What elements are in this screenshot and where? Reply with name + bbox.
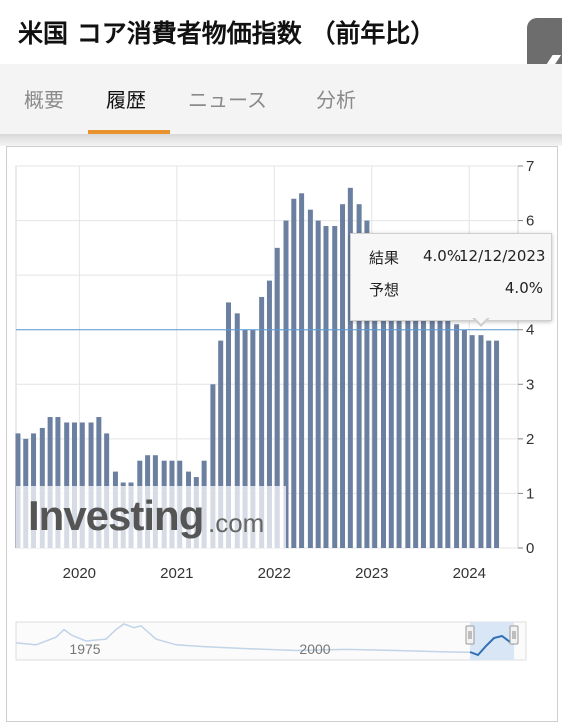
bar[interactable] bbox=[437, 307, 443, 548]
data-tooltip: 結果 4.0% 12/12/2023 予想 4.0% bbox=[350, 233, 552, 321]
x-tick-label: 2020 bbox=[63, 565, 96, 582]
y-tick-label: 7 bbox=[526, 158, 534, 175]
bar[interactable] bbox=[332, 226, 338, 548]
bar[interactable] bbox=[429, 291, 435, 548]
y-tick-label: 2 bbox=[526, 431, 534, 448]
bar[interactable] bbox=[380, 242, 386, 548]
bar[interactable] bbox=[396, 258, 402, 548]
tooltip-forecast-label: 予想 bbox=[369, 281, 400, 299]
page-title: 米国 コア消費者物価指数 （前年比） bbox=[18, 19, 436, 48]
bar[interactable] bbox=[356, 204, 362, 548]
watermark-suffix: .com bbox=[208, 508, 265, 538]
bar[interactable] bbox=[388, 247, 394, 548]
navigator-background bbox=[15, 621, 527, 661]
bar[interactable] bbox=[79, 422, 85, 548]
bar[interactable] bbox=[469, 335, 475, 548]
bar[interactable] bbox=[96, 417, 102, 548]
watermark-brand: Investing bbox=[28, 492, 204, 539]
tab-history[interactable]: 履歴 bbox=[106, 88, 146, 112]
x-tick-label: 2022 bbox=[258, 565, 291, 582]
tooltip-pointer-inner bbox=[474, 317, 488, 324]
bar[interactable] bbox=[266, 280, 272, 548]
x-axis-ticks: 2020 2021 2022 2023 2024 bbox=[63, 565, 486, 582]
bar[interactable] bbox=[88, 422, 94, 548]
bar[interactable] bbox=[461, 329, 467, 548]
bar[interactable] bbox=[454, 324, 460, 548]
bar[interactable] bbox=[234, 313, 240, 548]
bar[interactable] bbox=[413, 247, 419, 548]
bar[interactable] bbox=[291, 198, 297, 548]
bar[interactable] bbox=[420, 286, 426, 548]
bar[interactable] bbox=[250, 329, 256, 548]
y-axis-ticks: 01234567 bbox=[518, 158, 534, 557]
bar[interactable] bbox=[364, 220, 370, 549]
tab-analysis[interactable]: 分析 bbox=[316, 88, 356, 112]
bar[interactable] bbox=[259, 296, 265, 548]
bar[interactable] bbox=[210, 384, 216, 548]
bar[interactable] bbox=[47, 417, 53, 548]
bar[interactable] bbox=[478, 335, 484, 548]
active-tab-indicator bbox=[88, 130, 170, 134]
bar[interactable] bbox=[323, 226, 329, 548]
investing-watermark: Investing .com bbox=[16, 486, 286, 548]
x-tick-label: 2023 bbox=[355, 565, 388, 582]
bar[interactable] bbox=[405, 242, 411, 548]
bar[interactable] bbox=[486, 340, 492, 548]
navigator-year-label: 2000 bbox=[299, 641, 330, 657]
navigator-right-handle[interactable] bbox=[509, 625, 519, 645]
navigator-year-label: 1975 bbox=[69, 641, 100, 657]
bar[interactable] bbox=[340, 204, 346, 548]
y-tick-label: 4 bbox=[526, 322, 534, 339]
bar[interactable] bbox=[55, 417, 61, 548]
bar[interactable] bbox=[347, 187, 353, 549]
tooltip-actual-value: 4.0% bbox=[423, 247, 462, 265]
navigator-left-handle[interactable] bbox=[465, 625, 475, 645]
tooltip-forecast-value: 4.0% bbox=[504, 279, 543, 297]
tab-bar: 概要 履歴 ニュース 分析 bbox=[0, 64, 562, 134]
bar[interactable] bbox=[372, 236, 378, 548]
y-tick-label: 0 bbox=[526, 540, 534, 557]
bar[interactable] bbox=[299, 193, 305, 549]
bar[interactable] bbox=[283, 220, 289, 549]
tabs-shadow bbox=[0, 134, 562, 146]
bar[interactable] bbox=[307, 209, 313, 548]
bar[interactable] bbox=[494, 340, 500, 548]
tooltip-date: 12/12/2023 bbox=[459, 247, 546, 265]
tooltip-actual-label: 結果 bbox=[369, 249, 400, 267]
bar[interactable] bbox=[218, 340, 224, 548]
y-tick-label: 3 bbox=[526, 376, 534, 393]
bar[interactable] bbox=[64, 422, 70, 548]
tab-news[interactable]: ニュース bbox=[188, 88, 267, 112]
bar[interactable] bbox=[274, 247, 280, 548]
x-tick-label: 2021 bbox=[160, 565, 193, 582]
bar[interactable] bbox=[242, 329, 248, 548]
y-tick-label: 1 bbox=[526, 485, 534, 502]
x-tick-label: 2024 bbox=[453, 565, 486, 582]
y-tick-label: 6 bbox=[526, 213, 534, 230]
range-navigator[interactable]: 1975 2000 bbox=[15, 621, 527, 661]
bar[interactable] bbox=[225, 302, 231, 548]
bar[interactable] bbox=[71, 422, 77, 548]
tab-overview[interactable]: 概要 bbox=[24, 88, 64, 112]
navigator-series-line bbox=[15, 623, 472, 654]
bar[interactable] bbox=[445, 313, 451, 548]
bar[interactable] bbox=[315, 220, 321, 549]
